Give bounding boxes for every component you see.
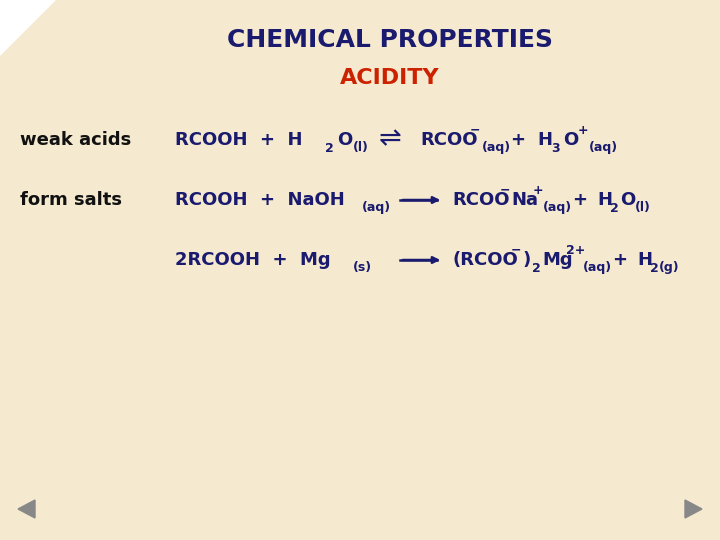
Text: RCOOH  +  H: RCOOH + H [175, 131, 302, 149]
Text: O: O [563, 131, 578, 149]
Text: ⇌: ⇌ [379, 126, 401, 152]
Text: H: H [537, 131, 552, 149]
Text: (aq): (aq) [589, 141, 618, 154]
Polygon shape [0, 0, 55, 55]
Text: +: + [613, 251, 628, 269]
Text: 2: 2 [650, 261, 659, 274]
Text: O: O [620, 191, 635, 209]
Text: (g): (g) [659, 261, 680, 274]
Text: CHEMICAL PROPERTIES: CHEMICAL PROPERTIES [227, 28, 553, 52]
Text: (aq): (aq) [482, 141, 511, 154]
Text: 2RCOOH  +  Mg: 2RCOOH + Mg [175, 251, 330, 269]
Text: (RCOO: (RCOO [452, 251, 518, 269]
Text: RCOO: RCOO [420, 131, 477, 149]
Text: +: + [572, 191, 588, 209]
Text: 3: 3 [551, 141, 559, 154]
Polygon shape [18, 500, 35, 518]
Text: 2: 2 [325, 141, 334, 154]
Text: weak acids: weak acids [20, 131, 131, 149]
Text: O: O [337, 131, 352, 149]
Text: +: + [510, 131, 526, 149]
Text: RCOOH  +  NaOH: RCOOH + NaOH [175, 191, 345, 209]
Text: 2+: 2+ [566, 244, 585, 256]
Text: (aq): (aq) [543, 201, 572, 214]
Text: Mg: Mg [542, 251, 572, 269]
Text: form salts: form salts [20, 191, 122, 209]
Text: (l): (l) [635, 201, 651, 214]
Text: (l): (l) [353, 141, 369, 154]
Polygon shape [685, 500, 702, 518]
Text: (s): (s) [353, 261, 372, 274]
Text: RCOO: RCOO [452, 191, 510, 209]
Text: (aq): (aq) [362, 201, 391, 214]
Text: +: + [533, 184, 544, 197]
Text: H: H [637, 251, 652, 269]
Text: 2: 2 [532, 261, 541, 274]
Text: +: + [578, 124, 589, 137]
Text: ): ) [522, 251, 530, 269]
Text: Na: Na [511, 191, 538, 209]
Text: −: − [500, 184, 510, 197]
Text: H: H [597, 191, 612, 209]
Text: 2: 2 [610, 201, 618, 214]
Text: −: − [470, 124, 480, 137]
Text: −: − [511, 244, 521, 256]
Text: (aq): (aq) [583, 261, 612, 274]
Text: ACIDITY: ACIDITY [340, 68, 440, 88]
